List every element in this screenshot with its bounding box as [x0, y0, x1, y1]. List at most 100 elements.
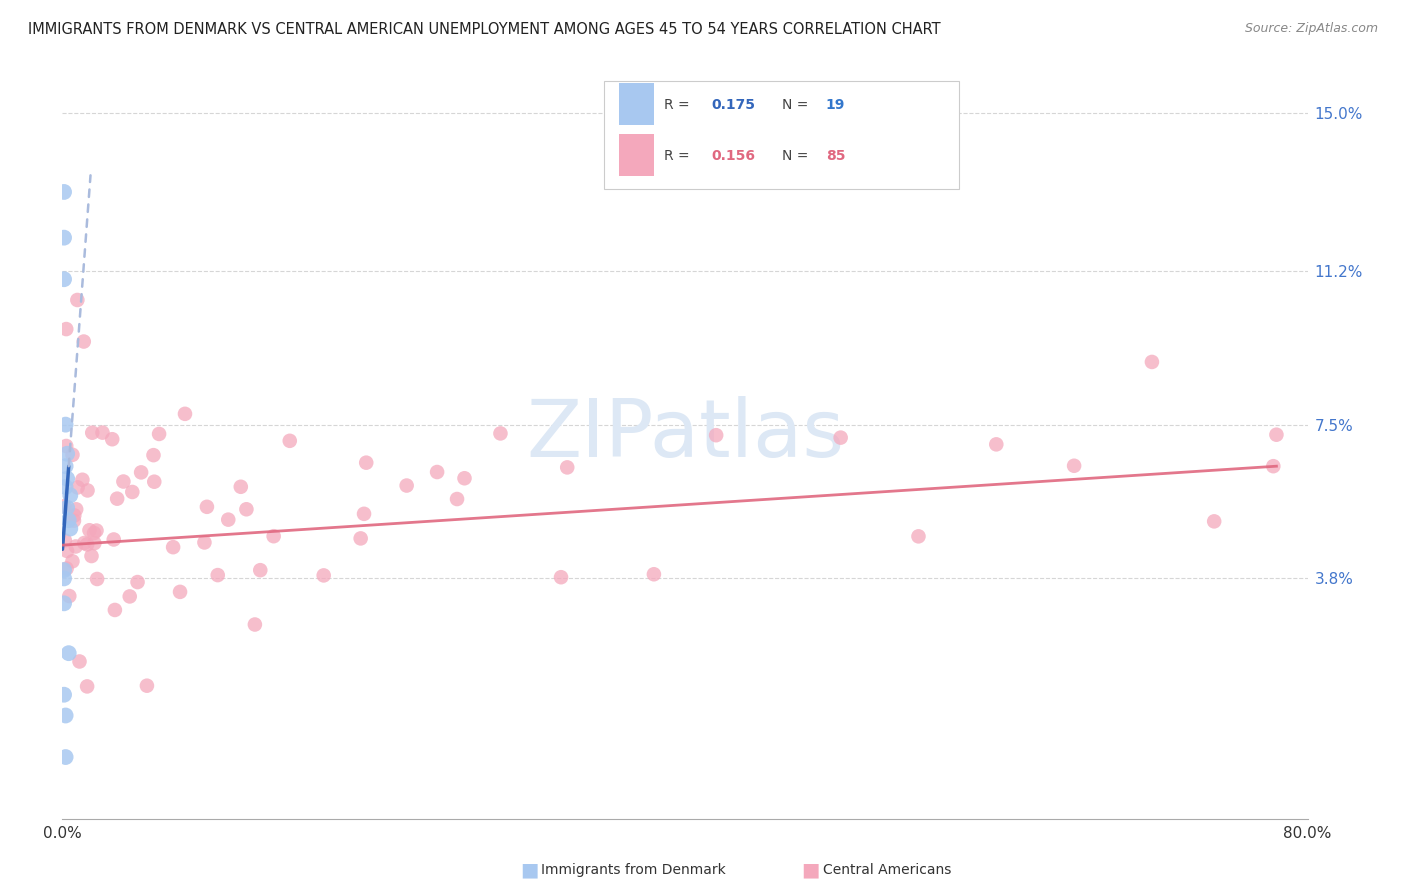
- Text: Central Americans: Central Americans: [823, 863, 950, 877]
- Text: ZIPatlas: ZIPatlas: [526, 396, 844, 474]
- Point: [53, 688, 76, 702]
- Point: [53, 272, 76, 286]
- Point: [76, 483, 98, 498]
- Point: [80, 549, 103, 563]
- Point: [62, 448, 84, 462]
- Point: [83, 526, 105, 541]
- Point: [53, 499, 76, 513]
- Point: [127, 575, 149, 590]
- Point: [395, 478, 418, 492]
- Point: [73, 536, 96, 550]
- Point: [66, 293, 89, 307]
- Point: [53, 563, 76, 577]
- Point: [350, 532, 373, 546]
- Point: [129, 466, 152, 480]
- Point: [207, 568, 229, 582]
- Point: [195, 500, 218, 514]
- Point: [56, 544, 79, 558]
- Point: [56, 472, 79, 486]
- FancyBboxPatch shape: [619, 134, 654, 176]
- Point: [112, 475, 135, 489]
- Point: [79, 523, 101, 537]
- Point: [312, 568, 335, 582]
- Point: [86, 524, 108, 538]
- Text: N =: N =: [782, 98, 813, 112]
- Point: [63, 508, 86, 523]
- Point: [193, 535, 215, 549]
- Point: [66, 480, 89, 494]
- Point: [105, 491, 128, 506]
- Point: [53, 230, 76, 244]
- Point: [59, 522, 82, 536]
- Text: 19: 19: [825, 98, 845, 112]
- Point: [121, 485, 143, 500]
- Point: [55, 417, 77, 432]
- Point: [86, 572, 108, 586]
- Text: 0.175: 0.175: [711, 98, 755, 112]
- Point: [1263, 459, 1285, 474]
- Point: [53, 185, 76, 199]
- Text: 0.156: 0.156: [711, 149, 755, 163]
- Point: [243, 617, 266, 632]
- Point: [1265, 427, 1288, 442]
- Point: [235, 502, 257, 516]
- Point: [353, 507, 375, 521]
- Point: [55, 561, 77, 575]
- Point: [169, 585, 191, 599]
- Point: [72, 473, 94, 487]
- Point: [550, 570, 572, 584]
- Point: [55, 439, 77, 453]
- Point: [354, 456, 377, 470]
- Point: [58, 513, 80, 527]
- Point: [56, 500, 79, 515]
- Point: [55, 459, 77, 474]
- Point: [82, 425, 104, 440]
- Point: [69, 655, 91, 669]
- Point: [53, 571, 76, 585]
- Point: [56, 447, 79, 461]
- Point: [62, 554, 84, 568]
- Text: R =: R =: [664, 98, 695, 112]
- Point: [73, 334, 96, 349]
- Text: Source: ZipAtlas.com: Source: ZipAtlas.com: [1244, 22, 1378, 36]
- Text: ■: ■: [801, 860, 820, 880]
- Point: [643, 567, 665, 582]
- FancyBboxPatch shape: [619, 83, 654, 126]
- Point: [143, 475, 166, 489]
- Point: [249, 563, 271, 577]
- Point: [986, 437, 1008, 451]
- Text: ■: ■: [520, 860, 538, 880]
- Point: [489, 426, 512, 441]
- Point: [58, 589, 80, 603]
- Point: [55, 708, 77, 723]
- Point: [91, 425, 114, 440]
- Point: [162, 540, 184, 554]
- Point: [55, 322, 77, 336]
- Point: [53, 533, 76, 548]
- Point: [103, 533, 125, 547]
- Point: [58, 646, 80, 660]
- Point: [76, 537, 98, 551]
- FancyBboxPatch shape: [605, 81, 959, 189]
- Text: R =: R =: [664, 149, 695, 163]
- Point: [1140, 355, 1163, 369]
- Point: [426, 465, 449, 479]
- Point: [446, 491, 468, 506]
- Point: [907, 529, 929, 543]
- Text: 85: 85: [825, 149, 845, 163]
- Point: [1063, 458, 1085, 473]
- Point: [174, 407, 197, 421]
- Point: [55, 480, 77, 494]
- Point: [555, 460, 578, 475]
- Point: [136, 679, 159, 693]
- Point: [83, 536, 105, 550]
- Point: [118, 590, 141, 604]
- Point: [142, 448, 165, 462]
- Point: [63, 514, 86, 528]
- Point: [53, 596, 76, 610]
- Point: [148, 426, 170, 441]
- Point: [101, 432, 124, 446]
- Text: N =: N =: [782, 149, 813, 163]
- Point: [830, 431, 852, 445]
- Point: [65, 502, 87, 516]
